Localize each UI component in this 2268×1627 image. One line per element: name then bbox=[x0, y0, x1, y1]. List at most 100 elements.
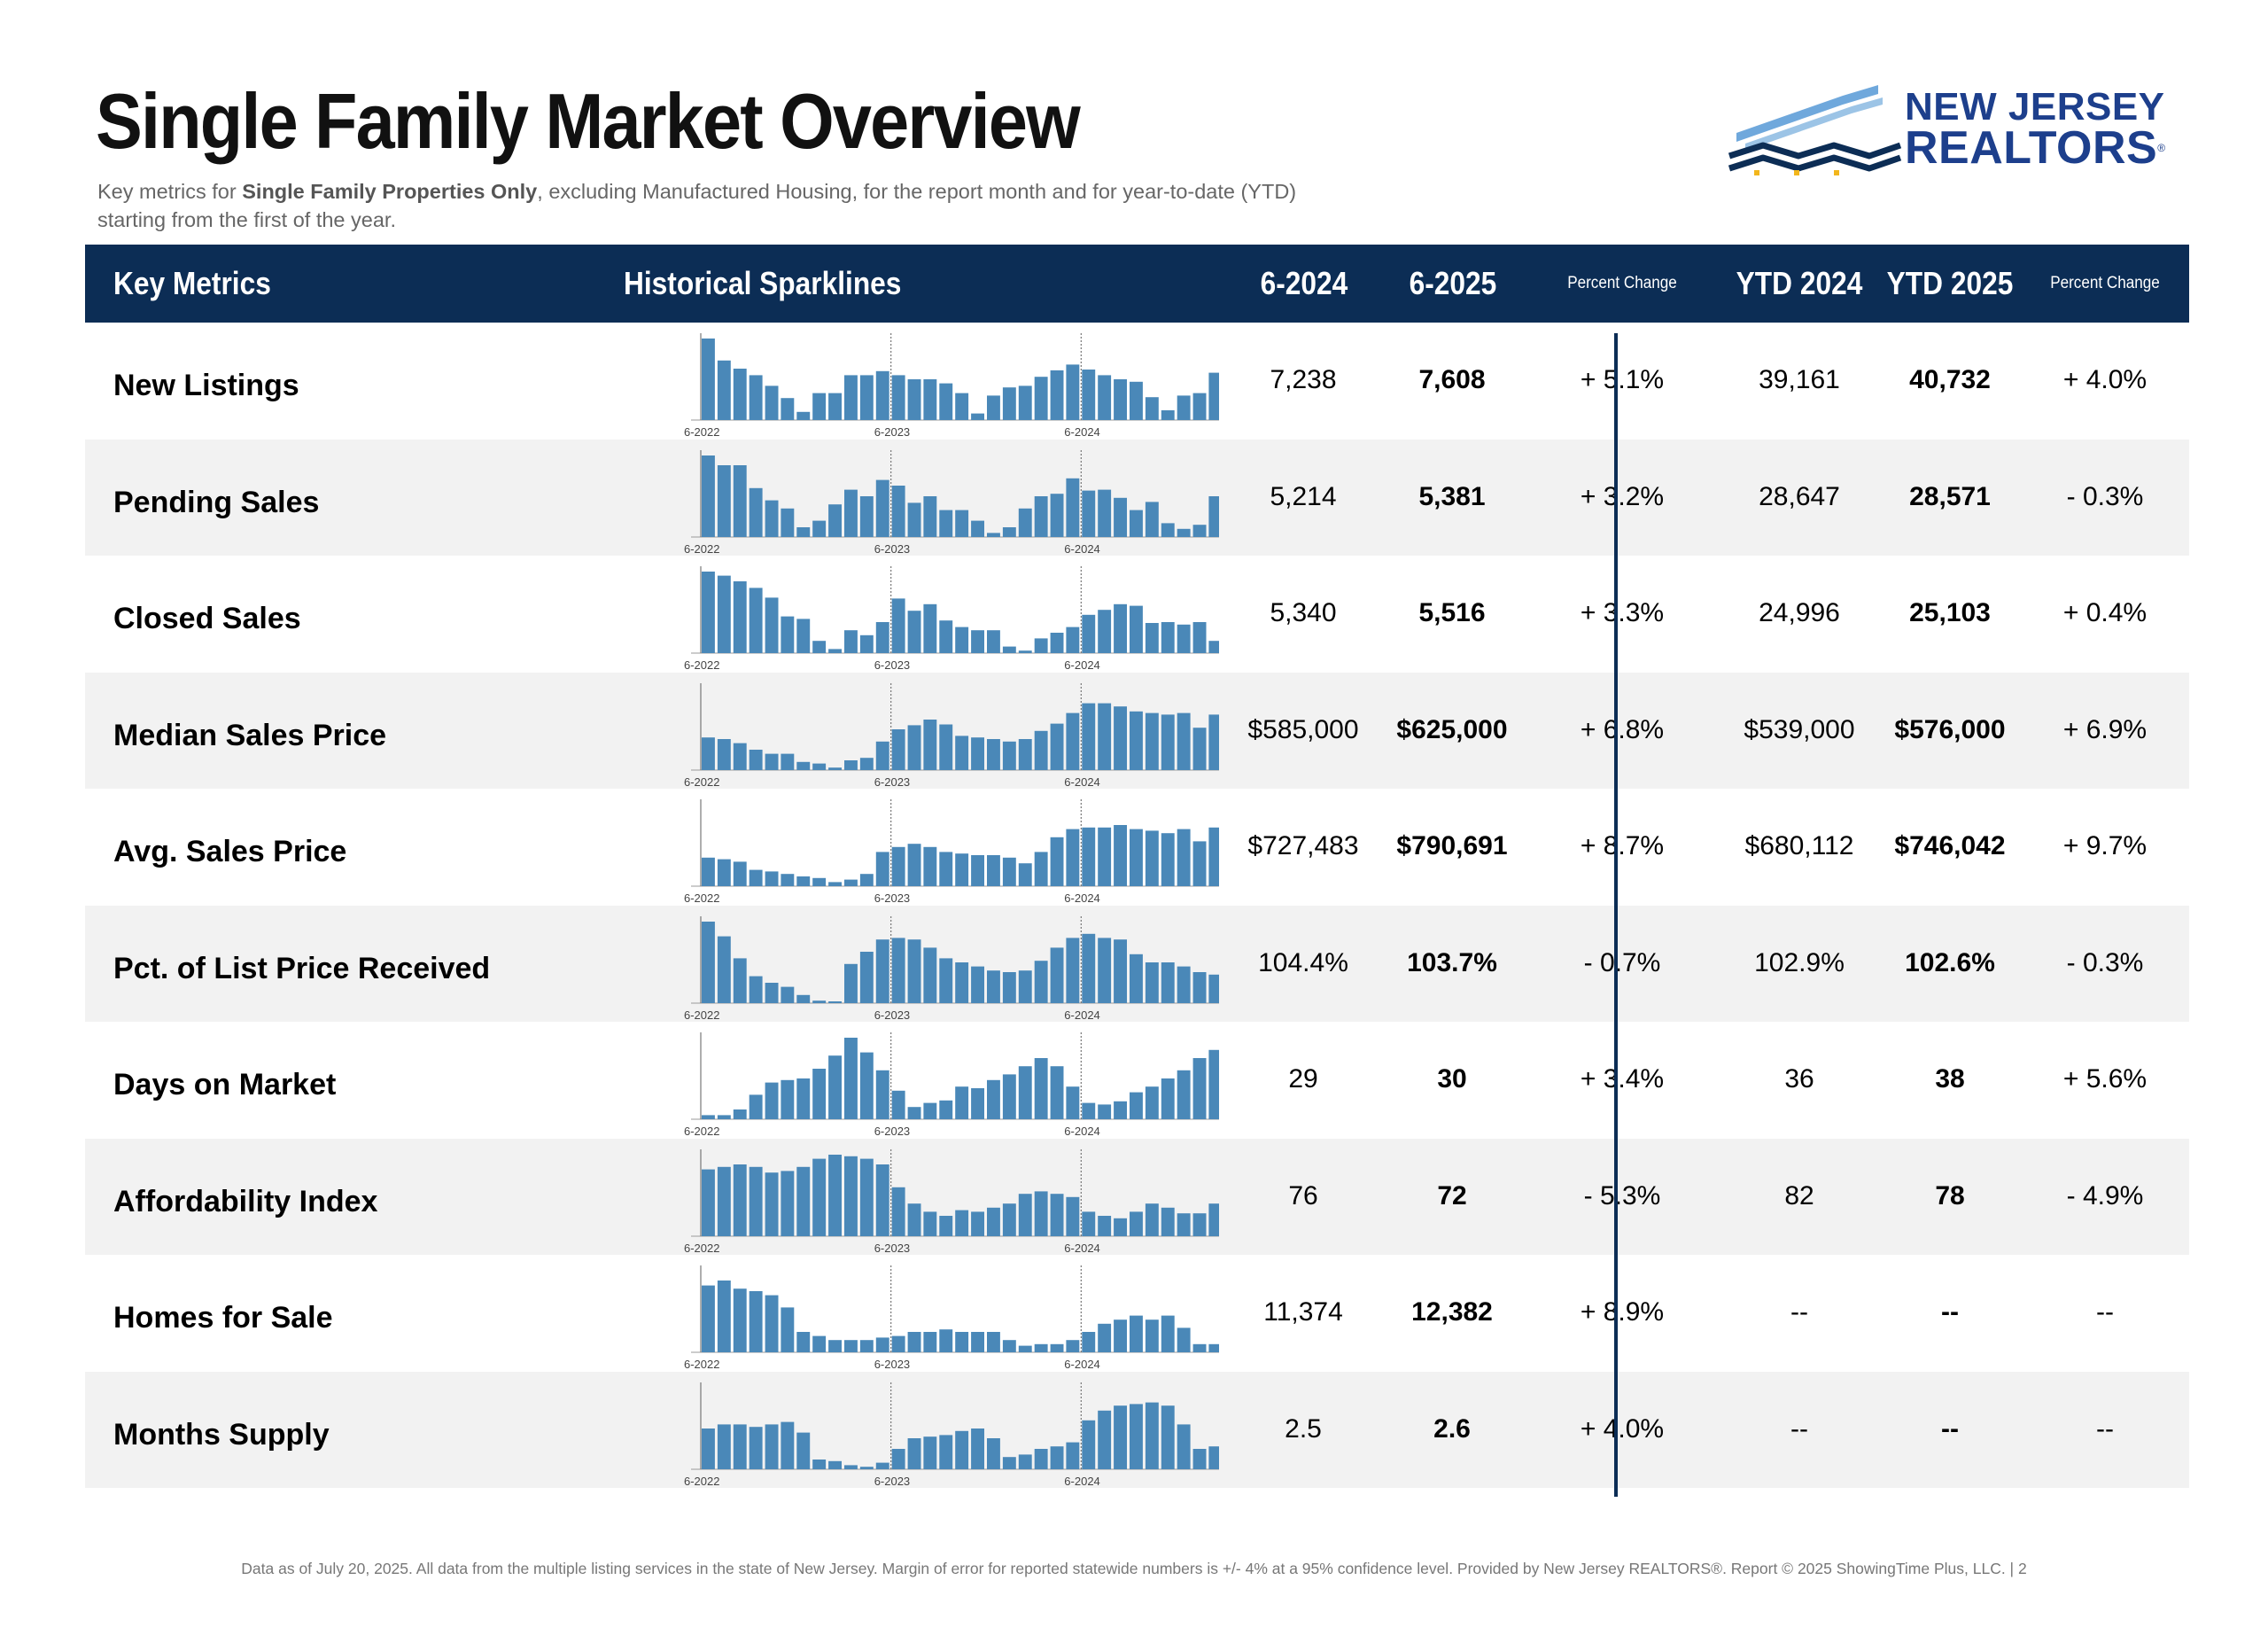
table-header: Key Metrics Historical Sparklines 6-2024… bbox=[85, 245, 2189, 323]
sparkline-bar bbox=[781, 1170, 795, 1236]
sparkline-bar bbox=[1114, 603, 1127, 653]
sparkline-bar bbox=[891, 728, 905, 770]
value-6-2025: 103.7% bbox=[1407, 947, 1497, 977]
sparkline-bar bbox=[749, 588, 763, 653]
sparkline-axis-label: 6-2024 bbox=[1064, 542, 1099, 556]
sparkline-bar bbox=[1177, 624, 1191, 653]
sparkline-bar bbox=[1002, 1203, 1016, 1236]
sparkline-bar bbox=[717, 360, 731, 420]
sparkline-bar bbox=[1130, 1315, 1143, 1352]
sparkline-bar bbox=[891, 598, 905, 653]
sparkline-bar bbox=[781, 616, 795, 653]
sparkline-bar bbox=[859, 634, 874, 653]
sparkline-bar bbox=[1002, 526, 1016, 537]
sparkline-bar bbox=[923, 603, 937, 653]
sparkline-bar bbox=[1034, 730, 1048, 770]
sparkline-bar bbox=[875, 741, 889, 770]
sparkline-bar bbox=[1082, 614, 1096, 653]
sparkline-bar bbox=[812, 641, 827, 653]
sparkline-bar bbox=[875, 852, 889, 886]
sparkline-bar bbox=[1066, 1340, 1080, 1352]
metric-label: Days on Market bbox=[113, 1068, 337, 1102]
header-month-2025: 6-2025 bbox=[1409, 265, 1497, 301]
metric-rows: New Listings6-20226-20236-20246-20257,23… bbox=[85, 323, 2189, 1488]
sparkline-bar bbox=[1050, 837, 1064, 886]
sparkline-bar bbox=[1098, 1410, 1112, 1469]
value-6-2024: 2.5 bbox=[1285, 1413, 1322, 1444]
sparkline-bar bbox=[1082, 827, 1096, 886]
sparkline-axis-label: 6-2022 bbox=[684, 658, 719, 672]
ytd-percent-change: -- bbox=[2096, 1413, 2114, 1444]
sparkline-bar bbox=[749, 1094, 763, 1119]
sparkline-bar bbox=[907, 938, 921, 1003]
sparkline-axis-label: 6-2023 bbox=[874, 891, 910, 905]
sparkline-bar bbox=[844, 375, 858, 420]
sparkline-bar bbox=[1145, 1320, 1159, 1352]
ytd-2025-value: 78 bbox=[1935, 1180, 1965, 1211]
sparkline-bar bbox=[1018, 738, 1032, 770]
sparkline-bar bbox=[1161, 1078, 1175, 1119]
sparkline-bar bbox=[1130, 829, 1143, 886]
sparkline-bar bbox=[765, 500, 779, 537]
sparkline-bar bbox=[828, 1000, 842, 1003]
sparkline-bar bbox=[812, 1158, 827, 1236]
sparkline-bar bbox=[844, 759, 858, 770]
sparkline-bar bbox=[939, 1434, 953, 1469]
sparkline-bar bbox=[955, 735, 969, 770]
ytd-2024-value: $680,112 bbox=[1744, 831, 1854, 860]
sparkline-bar bbox=[749, 749, 763, 770]
sparkline-bar bbox=[796, 876, 811, 886]
sparkline-bar bbox=[749, 375, 763, 420]
header-ytd-2025: YTD 2025 bbox=[1886, 265, 2014, 301]
sparkline-bar bbox=[875, 1070, 889, 1119]
sparkline-bar bbox=[702, 572, 715, 653]
ytd-percent-change: -- bbox=[2096, 1297, 2114, 1327]
sparkline-bar bbox=[1145, 712, 1159, 770]
value-6-2025: 7,608 bbox=[1418, 365, 1486, 394]
header-ytd-2024: YTD 2024 bbox=[1736, 265, 1863, 301]
sparkline-bar bbox=[1130, 510, 1143, 537]
sparkline-bar bbox=[765, 1423, 779, 1469]
sparkline-bar bbox=[749, 1426, 763, 1469]
ytd-2024-value: 82 bbox=[1784, 1180, 1814, 1211]
sparkline-bar bbox=[859, 495, 874, 537]
sparkline-bar bbox=[1050, 493, 1064, 537]
sparkline-bar bbox=[1098, 827, 1112, 886]
sparkline-bar bbox=[812, 763, 827, 770]
sparkline-bar bbox=[1034, 1190, 1048, 1236]
sparkline-bar bbox=[781, 1079, 795, 1119]
sparkline-bar bbox=[1208, 1049, 1219, 1119]
sparkline-bar bbox=[907, 1437, 921, 1469]
sparkline-bar bbox=[1098, 703, 1112, 770]
metric-row: Pending Sales6-20226-20236-20246-20255,2… bbox=[85, 439, 2189, 556]
sparkline-bar bbox=[733, 581, 747, 653]
percent-change: - 5.3% bbox=[1583, 1180, 1661, 1211]
sparkline-bar bbox=[717, 1423, 731, 1469]
sparkline-bar bbox=[923, 495, 937, 537]
sparkline-bar bbox=[844, 1156, 858, 1236]
sparkline-bar bbox=[702, 1115, 715, 1119]
sparkline-bar bbox=[875, 1462, 889, 1469]
sparkline-bar bbox=[1208, 974, 1219, 1003]
sparkline-bar bbox=[1050, 370, 1064, 420]
sparkline-bar bbox=[987, 630, 1000, 653]
sparkline-bar bbox=[987, 532, 1000, 537]
sparkline-bar bbox=[859, 757, 874, 770]
sparkline-bar bbox=[1018, 969, 1032, 1003]
sparkline-bar bbox=[717, 1115, 731, 1119]
sparkline-bar bbox=[781, 753, 795, 770]
sparkline-axis-label: 6-2024 bbox=[1064, 775, 1099, 789]
sparkline-bar bbox=[1130, 954, 1143, 1003]
sparkline-bar bbox=[891, 1090, 905, 1119]
sparkline-bar bbox=[1034, 1448, 1048, 1469]
sparkline-bar bbox=[1034, 852, 1048, 886]
sparkline-bar bbox=[987, 1079, 1000, 1119]
sparkline-bar bbox=[1161, 713, 1175, 770]
sparkline-bar bbox=[765, 597, 779, 653]
percent-change: + 3.2% bbox=[1580, 481, 1665, 511]
sparkline-bar bbox=[1018, 1453, 1032, 1469]
sparkline-bar bbox=[955, 627, 969, 653]
sparkline-bar bbox=[1050, 633, 1064, 653]
